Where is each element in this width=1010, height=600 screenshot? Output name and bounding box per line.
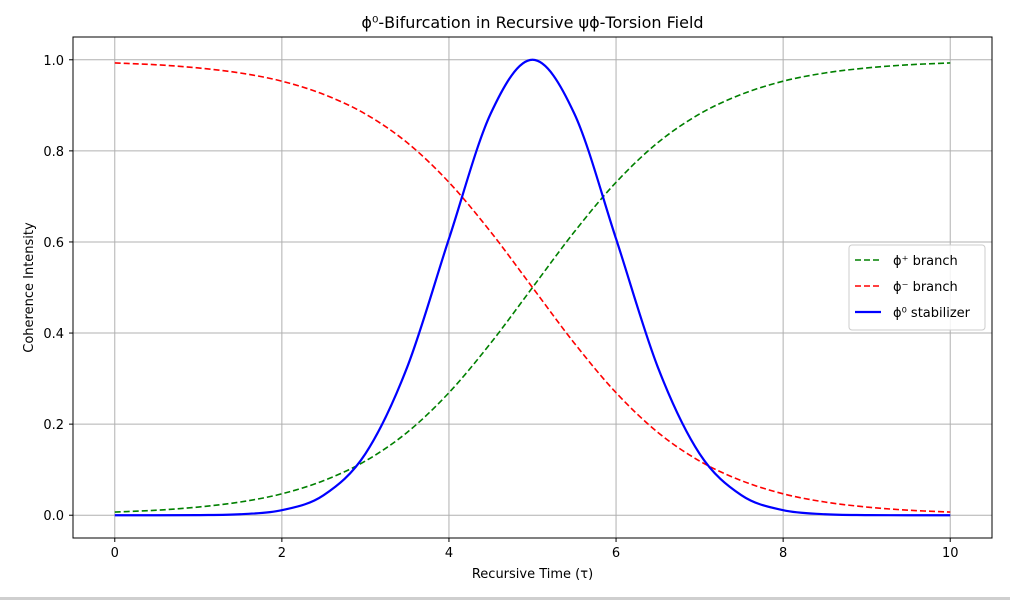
series-line-branch — [114, 62, 951, 513]
x-tick-label: 2 — [278, 546, 286, 561]
chart-title: ϕ⁰-Bifurcation in Recursive ψϕ-Torsion F… — [361, 13, 703, 32]
series-lines — [114, 58, 951, 517]
series-line-0-stabilizer — [114, 58, 951, 517]
ticks: 0 2 4 6 8 10 0.0 0.2 0.4 0.6 0.8 1.0 — [43, 54, 958, 561]
series-line-branch — [114, 62, 951, 513]
y-tick-label: 1.0 — [43, 54, 64, 69]
x-tick-label: 4 — [445, 546, 453, 561]
x-tick-label: 10 — [942, 546, 959, 561]
y-tick-label: 0.0 — [43, 509, 64, 524]
legend-label-branch: ϕ⁺ branch — [893, 254, 958, 269]
x-axis-label: Recursive Time (τ) — [472, 567, 593, 582]
legend: ϕ⁺ branch ϕ⁻ branch ϕ⁰ stabilizer — [848, 244, 986, 331]
y-tick-label: 0.8 — [43, 145, 64, 160]
legend-label-branch: ϕ⁻ branch — [893, 280, 958, 295]
y-tick-label: 0.6 — [43, 236, 64, 251]
y-tick-label: 0.4 — [43, 327, 64, 342]
y-tick-label: 0.2 — [43, 418, 64, 433]
x-tick-label: 8 — [779, 546, 787, 561]
y-axis-label: Coherence Intensity — [22, 222, 37, 353]
legend-label-0-stabilizer: ϕ⁰ stabilizer — [893, 306, 971, 321]
legend-box — [848, 244, 986, 331]
window-bottom-border — [0, 597, 1010, 600]
x-tick-label: 6 — [612, 546, 620, 561]
x-tick-label: 0 — [111, 546, 119, 561]
plot-area-frame — [72, 36, 993, 539]
